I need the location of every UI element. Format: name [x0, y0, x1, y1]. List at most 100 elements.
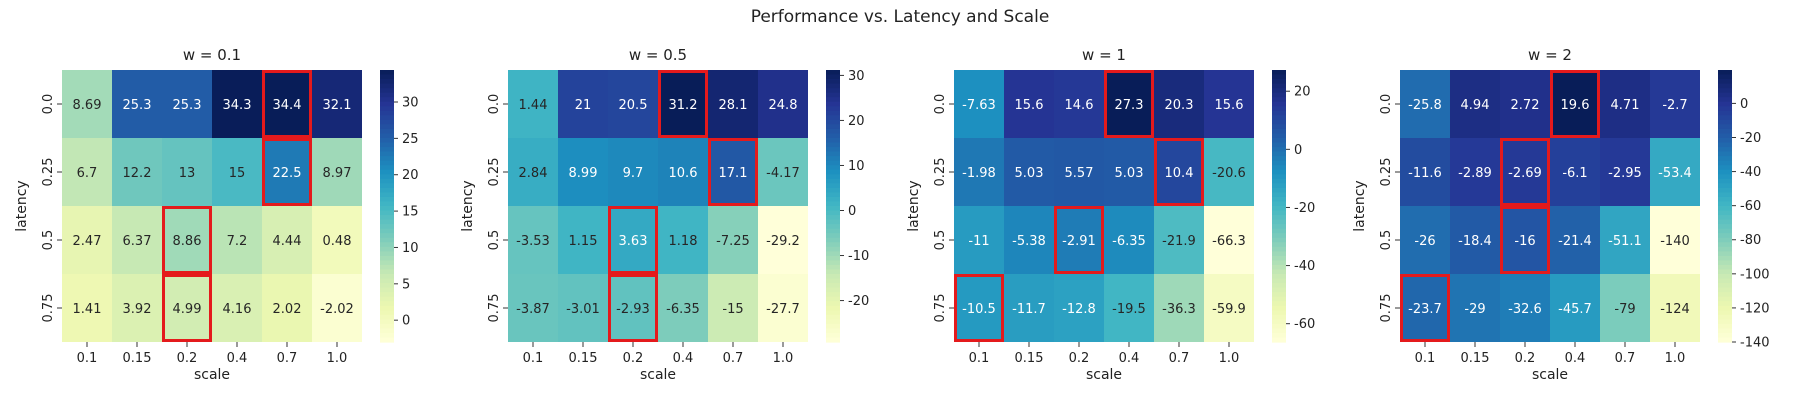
y-tick-label: 0.75: [487, 294, 502, 323]
colorbar-segment: [826, 79, 840, 85]
colorbar-segment: [1272, 174, 1286, 180]
colorbar-segment: [380, 206, 394, 212]
y-tick-label: 0.25: [41, 158, 56, 187]
colorbar-tick-label: 15: [402, 205, 419, 220]
colorbar-segment: [826, 215, 840, 221]
colorbar-segment: [1272, 124, 1286, 130]
colorbar-tick-label: 10: [848, 159, 865, 174]
colorbar-segment: [1272, 237, 1286, 243]
heatmap-cell: [162, 274, 212, 342]
colorbar-segment: [826, 192, 840, 198]
cell-value-label: -23.7: [1408, 302, 1442, 317]
y-tick-label: 0.25: [933, 158, 948, 187]
colorbar-segment: [380, 88, 394, 94]
colorbar-segment: [380, 101, 394, 107]
cell-value-label: -2.91: [1062, 234, 1096, 249]
colorbar-segment: [1718, 133, 1732, 139]
heatmap-cell: [1500, 138, 1550, 206]
heatmap-cell: [112, 206, 162, 274]
x-tick-label: 1.0: [773, 351, 794, 366]
colorbar-segment: [1272, 224, 1286, 230]
cell-value-label: -26: [1414, 234, 1435, 249]
heatmap-cell: [1600, 206, 1650, 274]
cell-value-label: -10.5: [962, 302, 996, 317]
colorbar-segment: [380, 328, 394, 334]
colorbar-segment: [1272, 219, 1286, 225]
heatmap-cell: [1550, 70, 1600, 138]
cell-value-label: -2.95: [1608, 166, 1642, 181]
cell-value-label: 4.94: [1461, 98, 1490, 113]
colorbar-segment: [826, 224, 840, 230]
cell-value-label: -4.17: [766, 166, 800, 181]
colorbar-segment: [1272, 255, 1286, 261]
colorbar-segment: [826, 183, 840, 189]
colorbar-segment: [1718, 97, 1732, 103]
heatmap-cell: [1104, 70, 1154, 138]
colorbar-segment: [380, 92, 394, 98]
cell-value-label: 25.3: [123, 98, 152, 113]
colorbar-segment: [1718, 201, 1732, 207]
heatmap-cell: [708, 70, 758, 138]
cell-value-label: -79: [1614, 302, 1635, 317]
heatmap-cell: [212, 274, 262, 342]
colorbar-tick-label: -60: [1740, 199, 1761, 214]
colorbar-segment: [1718, 206, 1732, 212]
heatmap-cell: [62, 206, 112, 274]
heatmap-cell: [658, 274, 708, 342]
cell-value-label: 31.2: [669, 98, 698, 113]
cell-value-label: 12.2: [123, 166, 152, 181]
colorbar-segment: [1718, 183, 1732, 189]
colorbar-segment: [826, 147, 840, 153]
colorbar-segment: [826, 246, 840, 252]
heatmap-cell: [312, 70, 362, 138]
colorbar-segment: [1272, 156, 1286, 162]
cell-value-label: 15: [229, 166, 246, 181]
colorbar-segment: [826, 138, 840, 144]
heatmap-cell: [658, 206, 708, 274]
y-tick-label: 0.0: [487, 94, 502, 115]
colorbar-segment: [826, 237, 840, 243]
highlight-box: [658, 70, 708, 138]
colorbar-segment: [380, 274, 394, 280]
cell-value-label: 4.44: [273, 234, 302, 249]
colorbar-tick-label: -20: [848, 294, 869, 309]
colorbar-segment: [1718, 337, 1732, 343]
colorbar-segment: [1718, 274, 1732, 280]
x-tick-label: 1.0: [327, 351, 348, 366]
cell-value-label: 4.16: [223, 302, 252, 317]
colorbar-segment: [1272, 79, 1286, 85]
cell-value-label: -32.6: [1508, 302, 1542, 317]
x-tick-label: 0.7: [277, 351, 298, 366]
cell-value-label: 8.69: [73, 98, 102, 113]
y-tick-label: 0.75: [1379, 294, 1394, 323]
x-axis-label: scale: [1532, 367, 1568, 383]
colorbar-segment: [380, 119, 394, 125]
y-tick-label: 0.75: [41, 294, 56, 323]
colorbar-segment: [1272, 88, 1286, 94]
cell-value-label: 2.47: [73, 234, 102, 249]
colorbar-segment: [380, 224, 394, 230]
heatmap-cell: [954, 274, 1004, 342]
colorbar-segment: [1718, 92, 1732, 98]
colorbar-segment: [826, 242, 840, 248]
colorbar-segment: [826, 115, 840, 121]
colorbar-tick-label: 0: [1740, 97, 1748, 112]
heatmap-cell: [508, 138, 558, 206]
heatmap-cell: [112, 70, 162, 138]
colorbar-segment: [380, 138, 394, 144]
colorbar-segment: [826, 97, 840, 103]
x-tick-label: 0.1: [1415, 351, 1436, 366]
cell-value-label: 10.6: [669, 166, 698, 181]
heatmap-cell: [1550, 138, 1600, 206]
heatmap-cell: [1204, 138, 1254, 206]
colorbar-segment: [380, 242, 394, 248]
colorbar-segment: [380, 237, 394, 243]
colorbar-segment: [1718, 156, 1732, 162]
colorbar-segment: [1718, 138, 1732, 144]
colorbar-segment: [826, 106, 840, 112]
cell-value-label: -16: [1514, 234, 1535, 249]
cell-value-label: -36.3: [1162, 302, 1196, 317]
colorbar-segment: [826, 337, 840, 343]
